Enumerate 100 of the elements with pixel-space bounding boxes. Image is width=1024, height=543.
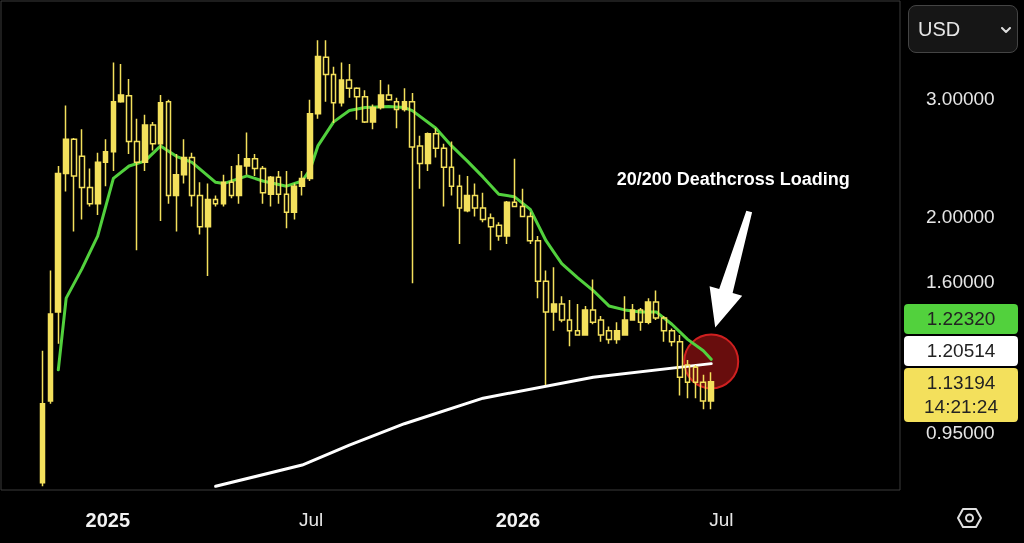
candlestick <box>70 137 78 233</box>
candlestick <box>290 182 298 221</box>
candlestick <box>314 39 322 120</box>
candlestick <box>377 79 385 111</box>
x-tick-label: 2026 <box>495 509 541 531</box>
candlestick <box>448 140 455 197</box>
candlestick <box>511 157 518 208</box>
candlestick <box>676 334 684 397</box>
candlestick <box>456 173 463 245</box>
candlestick <box>125 78 133 155</box>
candlestick <box>86 167 94 208</box>
candlestick <box>668 327 676 347</box>
candlestick <box>275 170 282 205</box>
text: 14:21:24 <box>923 394 999 419</box>
candlestick <box>204 182 212 277</box>
candlestick <box>157 94 164 222</box>
candlestick <box>597 315 605 343</box>
candlestick <box>133 118 141 252</box>
candlestick <box>172 153 180 233</box>
candlestick <box>479 192 487 224</box>
candlestick <box>78 128 86 221</box>
y-tick-label: 1.60000 <box>926 270 995 292</box>
candlestick <box>212 194 219 208</box>
candlestick <box>432 127 440 159</box>
candlestick <box>581 305 589 336</box>
candlestick <box>94 152 102 216</box>
candlestick <box>322 39 330 103</box>
candlestick <box>188 152 196 208</box>
candlestick <box>338 61 345 108</box>
candlestick <box>574 303 581 336</box>
candlestick <box>235 153 243 205</box>
candlestick <box>416 135 424 190</box>
candlestick <box>306 98 314 182</box>
text: 1.13194 <box>925 370 997 395</box>
candlestick <box>440 142 448 208</box>
candlestick <box>699 373 707 410</box>
candlestick <box>102 138 109 187</box>
candlestick <box>220 173 227 208</box>
candlestick <box>424 131 432 172</box>
candlestick <box>519 188 526 218</box>
candlestick <box>707 371 715 410</box>
candlestick <box>298 170 306 197</box>
candlestick <box>660 315 668 343</box>
candlestick <box>251 153 259 177</box>
candlestick <box>644 297 652 326</box>
candlestick <box>637 307 644 332</box>
y-axis-title: USD <box>918 18 961 41</box>
candlestick <box>487 212 495 252</box>
candlestick <box>613 321 621 345</box>
candlestick <box>196 181 204 236</box>
candlestick <box>550 266 558 332</box>
candlestick <box>463 175 471 213</box>
candlestick <box>385 83 393 102</box>
y-tick-label: 0.95000 <box>926 422 995 444</box>
candlestick <box>684 359 691 399</box>
candlestick <box>54 165 62 345</box>
candlestick <box>180 138 188 185</box>
candlestick <box>393 97 400 130</box>
candlestick <box>526 211 534 245</box>
candlestick <box>566 299 573 347</box>
y-tick-label: 3.00000 <box>926 88 995 110</box>
candlestick <box>330 65 337 124</box>
candlestick <box>629 303 636 321</box>
text: 1.22320 <box>904 306 1018 331</box>
line-series <box>214 362 713 488</box>
candlestick <box>117 63 125 104</box>
candlestick <box>401 87 408 113</box>
y-tick-label: 2.00000 <box>926 206 995 227</box>
candlestick <box>503 200 511 245</box>
candlestick <box>47 269 54 405</box>
text: 1.20514 <box>904 338 1018 363</box>
candlestick <box>369 103 377 131</box>
candlestick <box>558 295 566 323</box>
x-tick-label: Jul <box>709 509 734 530</box>
annotation: 20/200 Deathcross Loading <box>616 169 850 190</box>
candlestick <box>228 165 235 199</box>
candlestick <box>243 131 251 176</box>
candlestick <box>589 278 597 326</box>
candlestick <box>408 92 416 284</box>
candlestick <box>621 295 629 336</box>
candlestick <box>361 89 369 124</box>
candlestick <box>534 235 542 299</box>
candlestick <box>149 121 157 152</box>
candlestick <box>542 269 550 386</box>
candlestick <box>495 221 503 242</box>
candlestick <box>692 364 699 399</box>
candlestick <box>62 104 70 193</box>
candlestick <box>110 61 117 172</box>
candlestick <box>605 325 613 345</box>
x-tick-label: Jul <box>299 509 324 530</box>
candlestick <box>652 289 660 321</box>
candlestick <box>345 63 353 99</box>
candlestick <box>353 86 361 121</box>
candlestick <box>259 165 267 205</box>
x-tick-label: 2025 <box>85 509 131 531</box>
candlestick <box>267 175 275 208</box>
candlestick <box>165 98 172 205</box>
candlestick <box>141 113 149 172</box>
candlestick <box>39 349 46 488</box>
candlestick <box>283 170 290 230</box>
